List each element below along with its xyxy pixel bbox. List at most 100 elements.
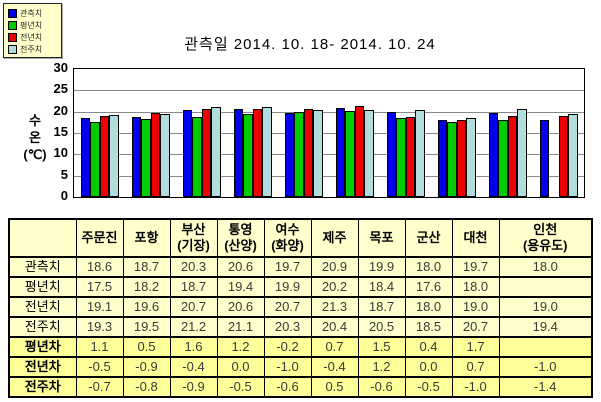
chart-bar-전주치-주문진 (109, 114, 119, 197)
value-cell: 1.2 (357, 356, 406, 378)
column-header: 주문진 (75, 218, 124, 258)
chart-bar-전년치-주문진 (99, 115, 109, 197)
value-cell: 1.2 (216, 336, 265, 358)
chart-bar-전년치-제주 (354, 106, 364, 197)
chart-bar-관측치-대천 (488, 112, 498, 197)
chart-bar-관측치-군산 (437, 120, 447, 197)
chart-bar-전주치-포항 (160, 113, 170, 197)
value-cell: -0.8 (122, 376, 171, 398)
column-header: 부산 (기장) (169, 218, 218, 258)
chart-bar-평년치-목포 (396, 118, 406, 197)
value-cell: 18.0 (404, 256, 453, 278)
y-axis-label-line: 수 (29, 113, 41, 128)
chart-bar-평년치-부산(기장) (192, 117, 202, 197)
table-row-관측치: 관측치 18.6 18.7 20.3 20.6 19.7 20.9 19.9 18.0 19.7 1… (8, 256, 593, 278)
chart-bar-전주치-인천(용유도) (568, 114, 578, 197)
value-cell: -0.5 (75, 356, 124, 378)
value-cell: -1.0 (451, 376, 500, 398)
value-cell: 0.5 (122, 336, 171, 358)
table-body: 관측치 18.6 18.7 20.3 20.6 19.7 20.9 19.9 18.0 19.7 1… (8, 256, 593, 398)
value-cell: 19.7 (263, 256, 312, 278)
row-label-cell: 관측치 (8, 256, 77, 278)
chart-bar-전주치-대천 (517, 108, 527, 197)
chart-bar-전년치-군산 (456, 120, 466, 197)
gridline (74, 175, 584, 177)
chart-bar-관측치-목포 (386, 112, 396, 197)
value-cell: -0.5 (404, 376, 453, 398)
value-cell: 20.2 (310, 276, 359, 298)
value-cell: 18.5 (404, 316, 453, 338)
table-header-row: 주문진 포항 부산 (기장) 통영 (산양) 여수 (화양) 제주 목포 군산 대천 인천 (용유… (8, 218, 593, 258)
value-cell: 20.3 (169, 256, 218, 278)
value-cell: -0.5 (216, 376, 265, 398)
row-label-cell: 전년치 (8, 296, 77, 318)
chart-bar-관측치-포항 (131, 117, 141, 197)
chart-bar-평년치-통영(산양) (243, 114, 253, 197)
value-cell: 19.5 (122, 316, 171, 338)
value-cell: 18.0 (498, 256, 593, 278)
value-cell: 17.6 (404, 276, 453, 298)
value-cell: 19.4 (216, 276, 265, 298)
chart-bar-전주치-군산 (466, 118, 476, 197)
value-cell: -1.4 (498, 376, 593, 398)
chart-bar-전주치-목포 (415, 109, 425, 197)
table-head: 주문진 포항 부산 (기장) 통영 (산양) 여수 (화양) 제주 목포 군산 대천 인천 (용유… (8, 218, 593, 258)
y-axis-label-line: (℃) (23, 147, 47, 162)
value-cell: 20.7 (263, 296, 312, 318)
row-label-cell: 전년차 (8, 356, 77, 378)
y-tick-label: 10 (53, 145, 68, 161)
chart-bar-평년치-여수(화양) (294, 112, 304, 197)
legend-item: 평년치 (8, 19, 58, 31)
chart-bar-전년치-여수(화양) (303, 108, 313, 197)
chart-bar-평년치-제주 (345, 110, 355, 197)
chart-bar-평년치-주문진 (90, 122, 100, 197)
y-axis-label: 수 온 (℃) (16, 112, 54, 163)
legend-label: 평년치 (20, 20, 43, 30)
column-header: 통영 (산양) (216, 218, 265, 258)
value-cell: 19.7 (451, 256, 500, 278)
row-label-cell: 평년치 (8, 276, 77, 298)
chart-bar-전년치-통영(산양) (252, 109, 262, 197)
y-tick-label: 0 (60, 188, 68, 203)
value-cell: 20.6 (216, 256, 265, 278)
value-cell: 18.0 (404, 296, 453, 318)
gridline (74, 111, 584, 113)
value-cell: -0.4 (169, 356, 218, 378)
chart-bar-관측치-통영(산양) (233, 109, 243, 197)
table-corner-cell (8, 218, 77, 258)
chart-bar-평년치-포항 (141, 119, 151, 197)
value-cell: 19.9 (263, 276, 312, 298)
value-cell: 19.0 (498, 296, 593, 318)
value-cell: 18.7 (357, 296, 406, 318)
value-cell: -0.9 (122, 356, 171, 378)
value-cell: 19.1 (75, 296, 124, 318)
chart-bar-전년치-포항 (150, 113, 160, 197)
chart-bar-평년치-대천 (498, 120, 508, 197)
value-cell: 19.9 (357, 256, 406, 278)
legend-marker-icon (8, 8, 17, 18)
legend-label: 관측치 (20, 8, 43, 18)
table-row-전주치: 전주치 19.3 19.5 21.2 21.1 20.3 20.4 20.5 18.5 20.7 1… (8, 316, 593, 338)
value-cell: 20.7 (451, 316, 500, 338)
chart-title: 관측일 2014. 10. 18- 2014. 10. 24 (184, 36, 436, 53)
legend-label: 전주치 (20, 44, 43, 54)
y-tick-label: 25 (53, 81, 68, 97)
chart-bar-전년치-대천 (507, 115, 517, 197)
legend-label: 전년치 (20, 32, 43, 42)
column-header: 대천 (451, 218, 500, 258)
column-header: 포항 (122, 218, 171, 258)
value-cell: 1.7 (451, 336, 500, 358)
value-cell: 17.5 (75, 276, 124, 298)
legend-marker-icon (8, 20, 17, 30)
legend-marker-icon (8, 32, 17, 42)
y-axis-label-line: 온 (29, 130, 41, 145)
value-cell: 0.7 (310, 336, 359, 358)
column-header: 목포 (357, 218, 406, 258)
value-cell: 19.3 (75, 316, 124, 338)
value-cell: 20.7 (169, 296, 218, 318)
value-cell: 18.4 (357, 276, 406, 298)
row-label-cell: 전주차 (8, 376, 77, 398)
chart-bar-관측치-여수(화양) (284, 112, 294, 197)
gridline (74, 154, 584, 156)
